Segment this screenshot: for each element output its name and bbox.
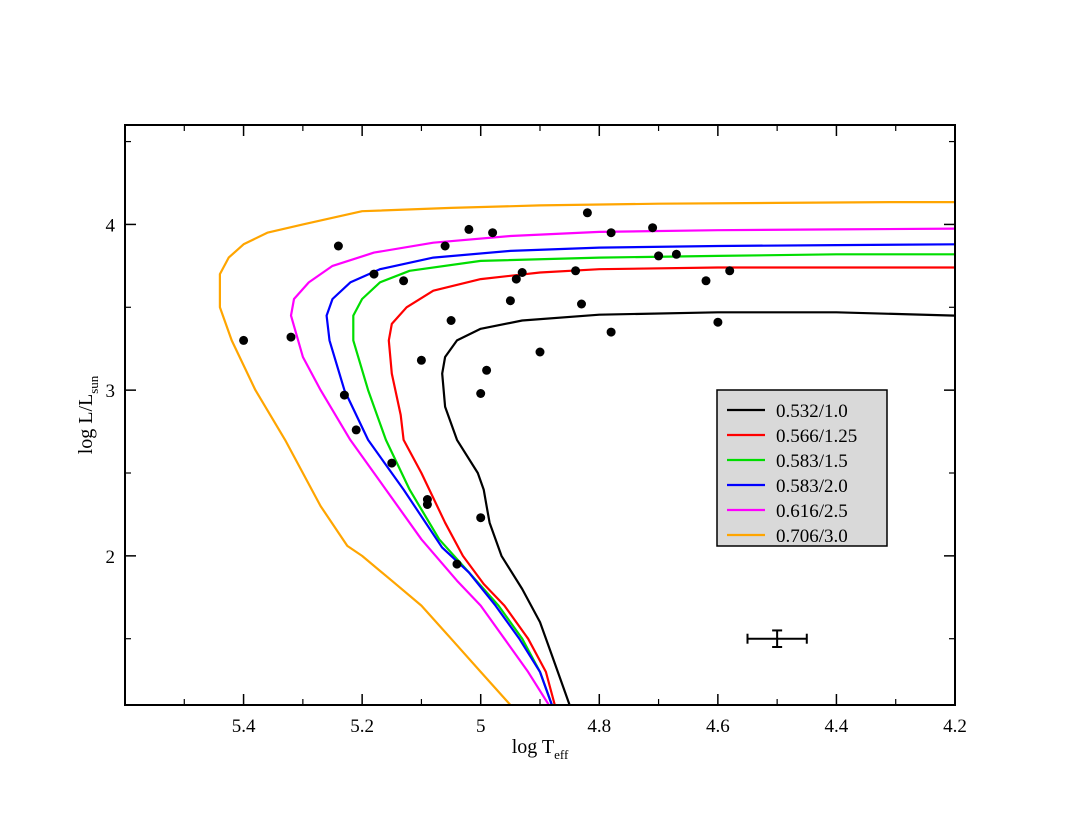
- legend-label: 0.583/1.5: [776, 451, 848, 472]
- x-axis-label-sub: eff: [554, 747, 569, 762]
- y-tick-label: 4: [106, 215, 116, 236]
- star-point: [671, 249, 681, 259]
- star-point: [416, 355, 426, 365]
- series-line-3: [325, 243, 955, 705]
- x-tick-label: 4.6: [706, 716, 730, 737]
- x-axis-ticks: 5.4 5.2 5 4.8 4.6 4.4 4.2: [183, 125, 967, 737]
- legend-label: 0.583/2.0: [776, 476, 848, 497]
- x-axis-label: log Teff: [512, 736, 569, 762]
- series-line-0: [441, 311, 955, 705]
- x-tick-label: 5.4: [232, 716, 256, 737]
- star-point: [517, 268, 527, 277]
- x-tick-label: 5: [476, 716, 486, 737]
- error-bar-marker: [746, 629, 808, 648]
- star-point: [476, 389, 486, 398]
- star-point: [239, 335, 249, 345]
- star-point: [511, 274, 521, 284]
- star-point: [725, 266, 735, 276]
- series-line-4: [289, 227, 955, 705]
- series-line-5: [218, 201, 955, 705]
- star-point: [333, 241, 343, 251]
- x-tick-label: 4.8: [587, 716, 611, 737]
- legend: 0.532/1.0 0.566/1.25 0.583/1.5 0.583/2.0 0.6…: [716, 389, 888, 547]
- star-point: [399, 276, 409, 286]
- star-point: [582, 208, 592, 218]
- star-point: [482, 365, 492, 375]
- legend-label: 0.706/3.0: [776, 526, 848, 547]
- star-point: [339, 390, 349, 400]
- series-line-2: [352, 253, 955, 705]
- y-axis-label-sub: sun: [86, 375, 101, 394]
- star-point: [571, 266, 581, 276]
- star-point: [488, 228, 498, 238]
- y-axis-ticks: 2 3 4: [106, 140, 955, 640]
- star-point: [446, 316, 456, 325]
- star-point: [713, 317, 723, 327]
- star-point: [606, 327, 616, 337]
- star-point: [476, 513, 486, 523]
- star-point: [452, 559, 462, 569]
- star-point: [422, 500, 432, 509]
- x-axis-label-main: log T: [512, 736, 554, 758]
- star-point: [351, 425, 361, 435]
- y-tick-label: 3: [106, 381, 116, 402]
- star-point: [648, 223, 658, 233]
- star-point: [535, 347, 545, 357]
- x-tick-label: 4.4: [825, 716, 849, 737]
- star-point: [505, 296, 515, 306]
- legend-label: 0.532/1.0: [776, 401, 848, 422]
- y-axis-label-main: log L/L: [75, 394, 97, 455]
- observed-stars: [239, 208, 735, 569]
- legend-box: [716, 389, 888, 547]
- x-tick-label: 5.2: [350, 716, 374, 737]
- y-axis-label: log L/Lsun: [75, 375, 101, 454]
- star-point: [387, 458, 397, 468]
- legend-label: 0.616/2.5: [776, 501, 848, 522]
- star-point: [577, 299, 586, 309]
- star-point: [440, 241, 450, 251]
- star-point: [654, 251, 664, 261]
- y-tick-label: 2: [106, 547, 116, 568]
- star-point: [464, 224, 474, 234]
- star-point: [701, 276, 711, 286]
- star-point: [369, 269, 379, 279]
- x-tick-label: 4.2: [943, 716, 967, 737]
- star-point: [606, 228, 616, 238]
- star-point: [286, 332, 296, 342]
- legend-label: 0.566/1.25: [776, 426, 857, 447]
- evolutionary-tracks: [218, 201, 955, 705]
